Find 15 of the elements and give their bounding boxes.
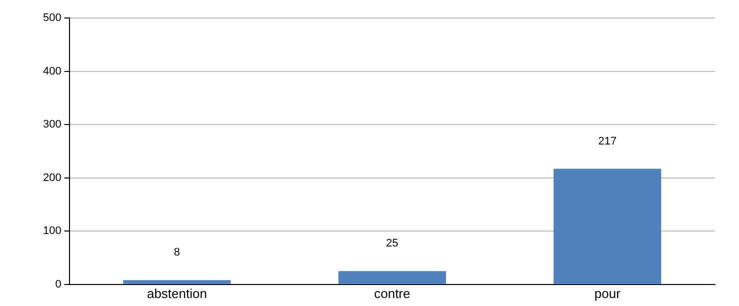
y-tick-label: 400 [42, 65, 62, 78]
y-tick-label: 200 [42, 172, 62, 184]
x-tick-label: abstention [146, 286, 207, 301]
bar [123, 280, 231, 284]
y-tick-label: 300 [42, 118, 62, 131]
bar [554, 168, 662, 284]
data-label: 8 [174, 246, 180, 259]
data-label: 217 [598, 135, 617, 148]
x-tick-label: contre [374, 286, 410, 301]
y-tick-label: 500 [42, 12, 62, 24]
y-tick-label: 100 [42, 225, 62, 238]
data-label: 25 [386, 238, 398, 250]
y-tick-label: 0 [55, 278, 62, 290]
bar [338, 271, 446, 284]
x-tick-label: pour [594, 286, 622, 301]
